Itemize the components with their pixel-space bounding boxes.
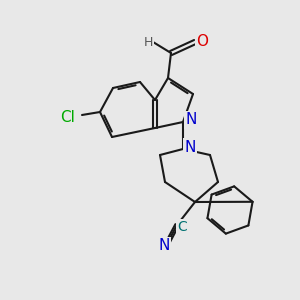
Text: O: O	[196, 34, 208, 50]
Text: N: N	[185, 112, 197, 128]
Text: N: N	[184, 140, 196, 154]
Text: Cl: Cl	[61, 110, 75, 125]
Text: C: C	[177, 220, 187, 234]
Text: H: H	[143, 35, 153, 49]
Text: N: N	[158, 238, 170, 253]
